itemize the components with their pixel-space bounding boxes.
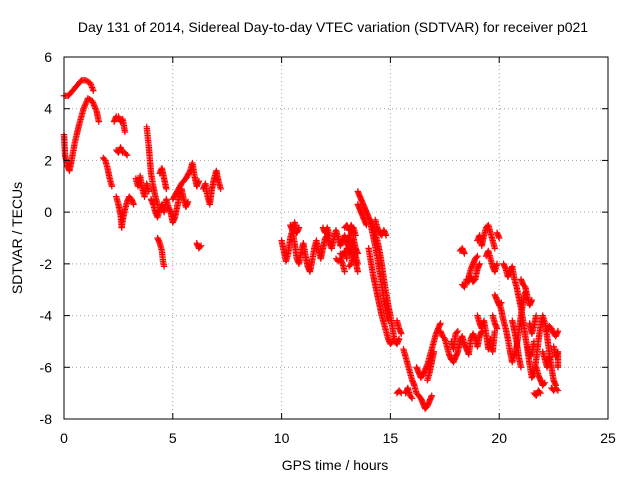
data-point bbox=[121, 128, 129, 136]
data-points bbox=[60, 77, 562, 412]
data-point bbox=[80, 105, 87, 112]
y-tick-label: -2 bbox=[40, 256, 53, 272]
data-point bbox=[354, 250, 361, 257]
data-point bbox=[554, 387, 562, 394]
data-point bbox=[343, 255, 351, 262]
chart-title: Day 131 of 2014, Sidereal Day-to-day VTE… bbox=[78, 19, 588, 35]
data-point bbox=[217, 185, 224, 193]
data-point bbox=[108, 183, 116, 190]
data-point bbox=[454, 327, 462, 335]
data-point bbox=[122, 150, 130, 158]
data-point bbox=[407, 393, 415, 401]
data-point bbox=[493, 260, 501, 268]
data-point bbox=[295, 224, 303, 231]
data-point bbox=[527, 352, 534, 359]
data-point bbox=[470, 277, 478, 284]
data-point bbox=[546, 353, 553, 361]
x-tick-label: 20 bbox=[491, 430, 507, 446]
x-tick-label: 5 bbox=[169, 430, 177, 446]
data-point bbox=[82, 101, 89, 108]
data-point bbox=[521, 282, 528, 290]
data-point bbox=[90, 87, 97, 94]
data-point bbox=[530, 338, 538, 345]
data-point bbox=[81, 104, 88, 111]
data-point bbox=[89, 97, 96, 105]
data-point bbox=[341, 268, 348, 275]
data-point bbox=[326, 232, 333, 239]
x-tick-label: 10 bbox=[274, 430, 290, 446]
data-point bbox=[89, 99, 97, 106]
data-point bbox=[145, 188, 153, 195]
data-point bbox=[408, 395, 416, 402]
y-tick-label: -8 bbox=[40, 411, 53, 427]
y-tick-label: 6 bbox=[44, 49, 52, 65]
data-point bbox=[496, 234, 503, 242]
data-point bbox=[385, 317, 392, 324]
data-point bbox=[389, 338, 396, 345]
data-point bbox=[195, 177, 203, 185]
data-point bbox=[92, 105, 99, 112]
data-point bbox=[461, 250, 468, 257]
data-point bbox=[90, 102, 98, 109]
y-tick-label: -6 bbox=[40, 359, 53, 375]
y-tick-label: 4 bbox=[44, 101, 52, 117]
data-point bbox=[197, 242, 205, 249]
data-point bbox=[430, 348, 438, 355]
data-point bbox=[536, 388, 543, 396]
plot-frame bbox=[63, 56, 609, 420]
data-point bbox=[160, 263, 168, 270]
y-tick-label: -4 bbox=[40, 308, 53, 324]
data-point bbox=[101, 155, 108, 163]
data-point bbox=[163, 185, 170, 193]
data-point bbox=[184, 198, 192, 205]
data-point bbox=[474, 252, 481, 260]
data-point bbox=[528, 296, 536, 304]
data-point bbox=[437, 320, 444, 327]
y-axis-label: SDTVAR / TECUs bbox=[9, 182, 25, 294]
data-point bbox=[553, 386, 561, 393]
data-point bbox=[491, 245, 499, 252]
data-point bbox=[453, 329, 460, 336]
y-tick-label: 0 bbox=[44, 204, 52, 220]
data-point bbox=[493, 325, 501, 332]
data-point bbox=[532, 312, 540, 319]
data-point bbox=[440, 334, 447, 341]
data-point bbox=[91, 103, 98, 111]
data-point bbox=[554, 327, 562, 335]
data-point bbox=[473, 254, 480, 261]
y-tick-label: 2 bbox=[44, 152, 52, 168]
data-point bbox=[540, 380, 548, 388]
data-point bbox=[196, 243, 204, 251]
data-point bbox=[90, 100, 97, 108]
data-point bbox=[123, 152, 131, 159]
data-point bbox=[398, 330, 405, 337]
x-axis-label: GPS time / hours bbox=[282, 457, 389, 473]
data-point bbox=[130, 201, 137, 208]
data-point bbox=[388, 339, 395, 346]
data-point bbox=[529, 373, 537, 380]
data-point bbox=[186, 168, 193, 176]
x-tick-label: 15 bbox=[383, 430, 399, 446]
data-point bbox=[382, 232, 390, 239]
data-point bbox=[395, 335, 403, 343]
x-tick-label: 0 bbox=[60, 430, 68, 446]
data-point bbox=[346, 261, 354, 269]
axis-ticks: 0 5 10 15 20 25 -8 -6 -4 -2 0 2 4 6 bbox=[40, 49, 616, 446]
data-point bbox=[95, 118, 103, 125]
data-point bbox=[537, 389, 544, 397]
x-tick-label: 25 bbox=[600, 430, 616, 446]
data-point bbox=[82, 99, 90, 107]
data-point bbox=[554, 364, 562, 371]
data-point bbox=[517, 364, 525, 371]
data-point bbox=[92, 106, 100, 114]
data-point bbox=[354, 268, 361, 275]
data-point bbox=[396, 388, 404, 396]
data-point bbox=[476, 260, 483, 268]
data-point bbox=[428, 392, 435, 399]
data-point bbox=[541, 379, 549, 386]
data-point bbox=[81, 102, 89, 109]
